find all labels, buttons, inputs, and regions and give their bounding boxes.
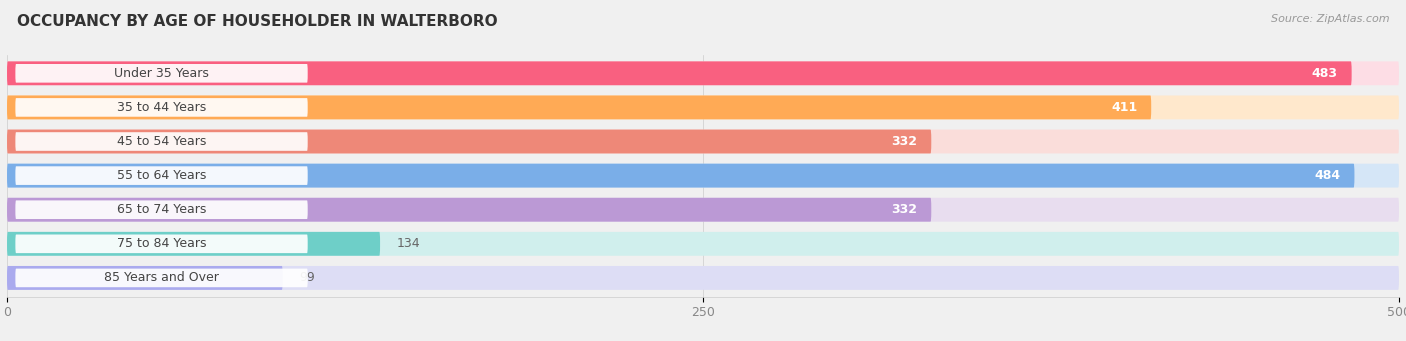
- FancyBboxPatch shape: [7, 61, 1399, 85]
- FancyBboxPatch shape: [15, 201, 308, 219]
- Text: 35 to 44 Years: 35 to 44 Years: [117, 101, 207, 114]
- Text: OCCUPANCY BY AGE OF HOUSEHOLDER IN WALTERBORO: OCCUPANCY BY AGE OF HOUSEHOLDER IN WALTE…: [17, 14, 498, 29]
- FancyBboxPatch shape: [7, 130, 1399, 153]
- FancyBboxPatch shape: [15, 64, 308, 83]
- Text: 55 to 64 Years: 55 to 64 Years: [117, 169, 207, 182]
- FancyBboxPatch shape: [7, 61, 1351, 85]
- Text: Source: ZipAtlas.com: Source: ZipAtlas.com: [1271, 14, 1389, 24]
- Text: 45 to 54 Years: 45 to 54 Years: [117, 135, 207, 148]
- FancyBboxPatch shape: [15, 98, 308, 117]
- FancyBboxPatch shape: [7, 198, 1399, 222]
- FancyBboxPatch shape: [15, 235, 308, 253]
- Text: 484: 484: [1315, 169, 1340, 182]
- FancyBboxPatch shape: [7, 164, 1354, 188]
- FancyBboxPatch shape: [15, 269, 308, 287]
- FancyBboxPatch shape: [7, 232, 380, 256]
- FancyBboxPatch shape: [7, 95, 1152, 119]
- Text: 85 Years and Over: 85 Years and Over: [104, 271, 219, 284]
- Text: Under 35 Years: Under 35 Years: [114, 67, 209, 80]
- FancyBboxPatch shape: [15, 166, 308, 185]
- Text: 332: 332: [891, 203, 917, 216]
- FancyBboxPatch shape: [7, 130, 931, 153]
- FancyBboxPatch shape: [15, 132, 308, 151]
- Text: 65 to 74 Years: 65 to 74 Years: [117, 203, 207, 216]
- Text: 483: 483: [1312, 67, 1337, 80]
- FancyBboxPatch shape: [7, 266, 1399, 290]
- Text: 411: 411: [1111, 101, 1137, 114]
- Text: 332: 332: [891, 135, 917, 148]
- Text: 99: 99: [299, 271, 315, 284]
- Text: 134: 134: [396, 237, 420, 250]
- FancyBboxPatch shape: [7, 232, 1399, 256]
- FancyBboxPatch shape: [7, 164, 1399, 188]
- FancyBboxPatch shape: [7, 95, 1399, 119]
- FancyBboxPatch shape: [7, 266, 283, 290]
- Text: 75 to 84 Years: 75 to 84 Years: [117, 237, 207, 250]
- FancyBboxPatch shape: [7, 198, 931, 222]
